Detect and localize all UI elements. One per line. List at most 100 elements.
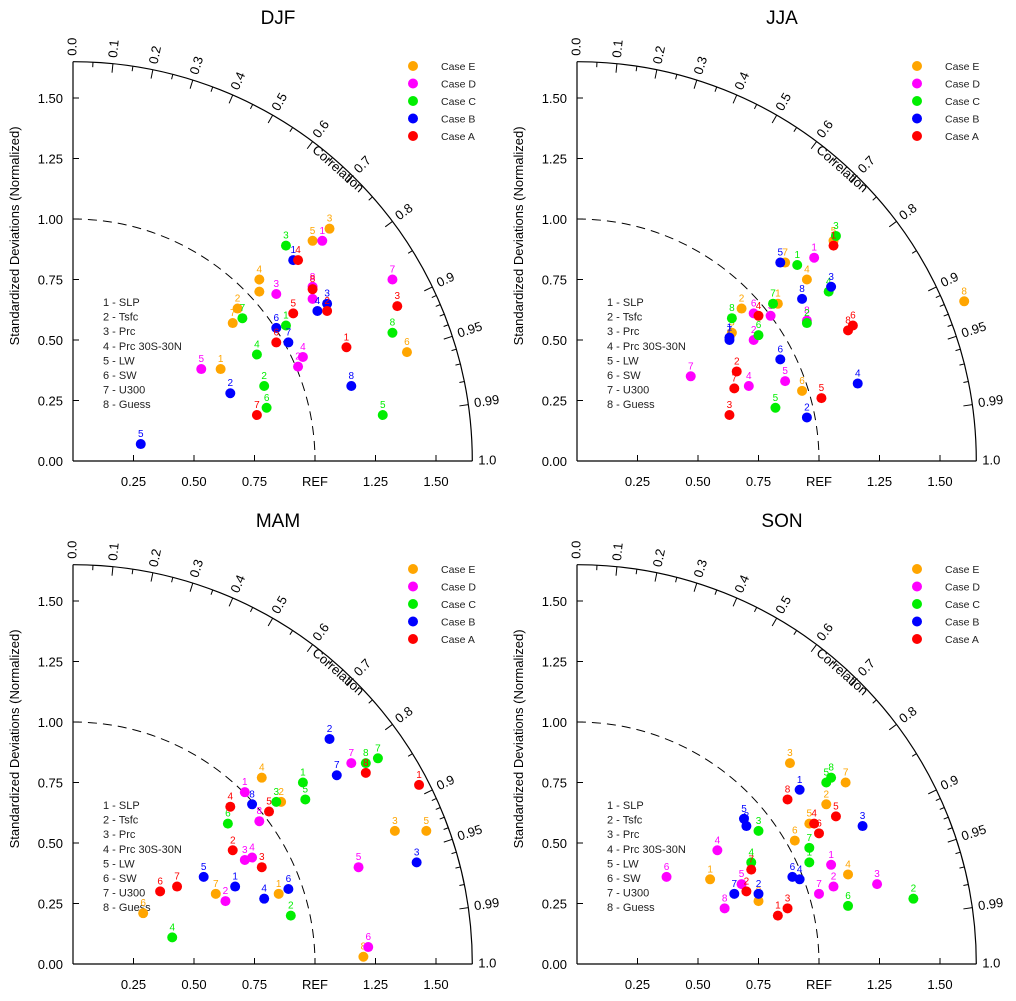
corr-major-tick <box>112 567 113 576</box>
legend-marker <box>408 564 418 574</box>
data-point <box>264 807 274 817</box>
data-point-label: 8 <box>785 784 791 795</box>
legend-marker <box>912 617 922 627</box>
corr-minor-tick <box>408 754 412 757</box>
x-tick-label: 1.25 <box>363 977 388 992</box>
data-point-label: 7 <box>375 743 381 754</box>
data-point <box>259 894 269 904</box>
corr-tick-label: 0.95 <box>455 821 484 843</box>
data-point-label: 5 <box>777 248 783 259</box>
data-point <box>271 337 281 347</box>
variable-key-item: 2 - Tsfc <box>607 312 643 324</box>
corr-tick-label: 0.4 <box>227 573 248 596</box>
corr-minor-tick <box>432 798 437 800</box>
corr-major-tick <box>229 95 233 103</box>
data-point-label: 4 <box>249 843 255 854</box>
legend-marker <box>408 96 418 106</box>
data-point-label: 7 <box>748 855 754 866</box>
data-point-label: 8 <box>845 315 851 326</box>
corr-minor-tick <box>963 885 968 886</box>
x-tick-label: 0.75 <box>746 474 771 489</box>
corr-minor-tick <box>290 128 293 132</box>
data-point-label: 3 <box>787 748 793 759</box>
x-tick-label: REF <box>302 977 328 992</box>
variable-key-item: 3 - Prc <box>607 326 640 338</box>
legend-marker <box>912 599 922 609</box>
data-point <box>361 768 371 778</box>
data-point-label: 4 <box>259 763 265 774</box>
legend-marker <box>912 582 922 592</box>
corr-minor-tick <box>211 590 213 595</box>
data-point <box>766 311 776 321</box>
data-point-label: 8 <box>799 284 805 295</box>
corr-tick-label: 0.95 <box>959 318 988 340</box>
corr-major-tick <box>948 336 957 339</box>
corr-minor-tick <box>452 852 457 853</box>
data-point-label: 1 <box>797 775 803 786</box>
corr-tick-label: 0.4 <box>731 70 752 93</box>
data-point <box>254 816 264 826</box>
legend-label: Case E <box>945 564 979 576</box>
corr-tick-label: 0.2 <box>650 547 668 568</box>
data-point-label: 1 <box>775 901 781 912</box>
data-point <box>421 826 431 836</box>
variable-key-item: 3 - Prc <box>103 829 136 841</box>
corr-tick-label: 0.99 <box>977 895 1004 913</box>
corr-minor-tick <box>959 364 964 365</box>
variable-key-item: 2 - Tsfc <box>607 815 643 827</box>
variable-key-item: 7 - U300 <box>103 385 145 397</box>
corr-major-tick <box>733 598 737 606</box>
data-point <box>826 773 836 783</box>
data-point-label: 4 <box>169 922 175 933</box>
corr-tick-label: 0.9 <box>938 269 961 290</box>
corr-tick-label: 0.5 <box>268 593 290 616</box>
data-point <box>390 826 400 836</box>
corr-minor-tick <box>452 349 457 350</box>
data-point-label: 1 <box>344 332 350 343</box>
data-point-label: 5 <box>773 393 779 404</box>
legend-label: Case D <box>441 582 476 594</box>
data-point-label: 2 <box>261 371 267 382</box>
data-point <box>298 352 308 362</box>
x-tick-label: 0.50 <box>181 474 206 489</box>
corr-minor-tick <box>459 885 464 886</box>
data-point <box>729 383 739 393</box>
data-point <box>259 381 269 391</box>
legend-label: Case D <box>441 79 476 91</box>
corr-major-tick <box>948 839 957 842</box>
data-point <box>199 872 209 882</box>
data-point-label: 2 <box>324 296 330 307</box>
corr-minor-tick <box>432 295 437 297</box>
data-point-label: 4 <box>855 369 861 380</box>
data-point <box>744 381 754 391</box>
data-point <box>754 889 764 899</box>
data-point <box>785 758 795 768</box>
data-point-label: 1 <box>242 777 248 788</box>
corr-major-tick <box>616 567 617 576</box>
data-point-label: 5 <box>833 801 839 812</box>
data-point-label: 3 <box>860 811 866 822</box>
variable-key-item: 6 - SW <box>607 370 641 382</box>
data-point-label: 8 <box>349 371 355 382</box>
y-tick-label: 1.00 <box>38 212 63 227</box>
data-point-label: 3 <box>283 231 289 242</box>
y-tick-label: 1.00 <box>542 715 567 730</box>
data-point <box>724 410 734 420</box>
data-point <box>816 393 826 403</box>
legend-label: Case A <box>945 634 979 646</box>
corr-tick-label: 0.99 <box>473 895 500 913</box>
corr-tick-label: 0.5 <box>268 90 290 113</box>
panel-title: MAM <box>256 511 300 532</box>
corr-major-tick <box>151 70 153 79</box>
legend-label: Case A <box>441 131 475 143</box>
y-tick-label: 1.50 <box>38 91 63 106</box>
y-axis-title: Standardized Deviations (Normalized) <box>511 629 526 848</box>
corr-minor-tick <box>944 314 949 316</box>
corr-tick-label: 0.4 <box>227 70 248 93</box>
data-point <box>770 403 780 413</box>
data-point <box>392 301 402 311</box>
data-point-label: 4 <box>254 340 260 351</box>
variable-key-item: 7 - U300 <box>607 888 649 900</box>
